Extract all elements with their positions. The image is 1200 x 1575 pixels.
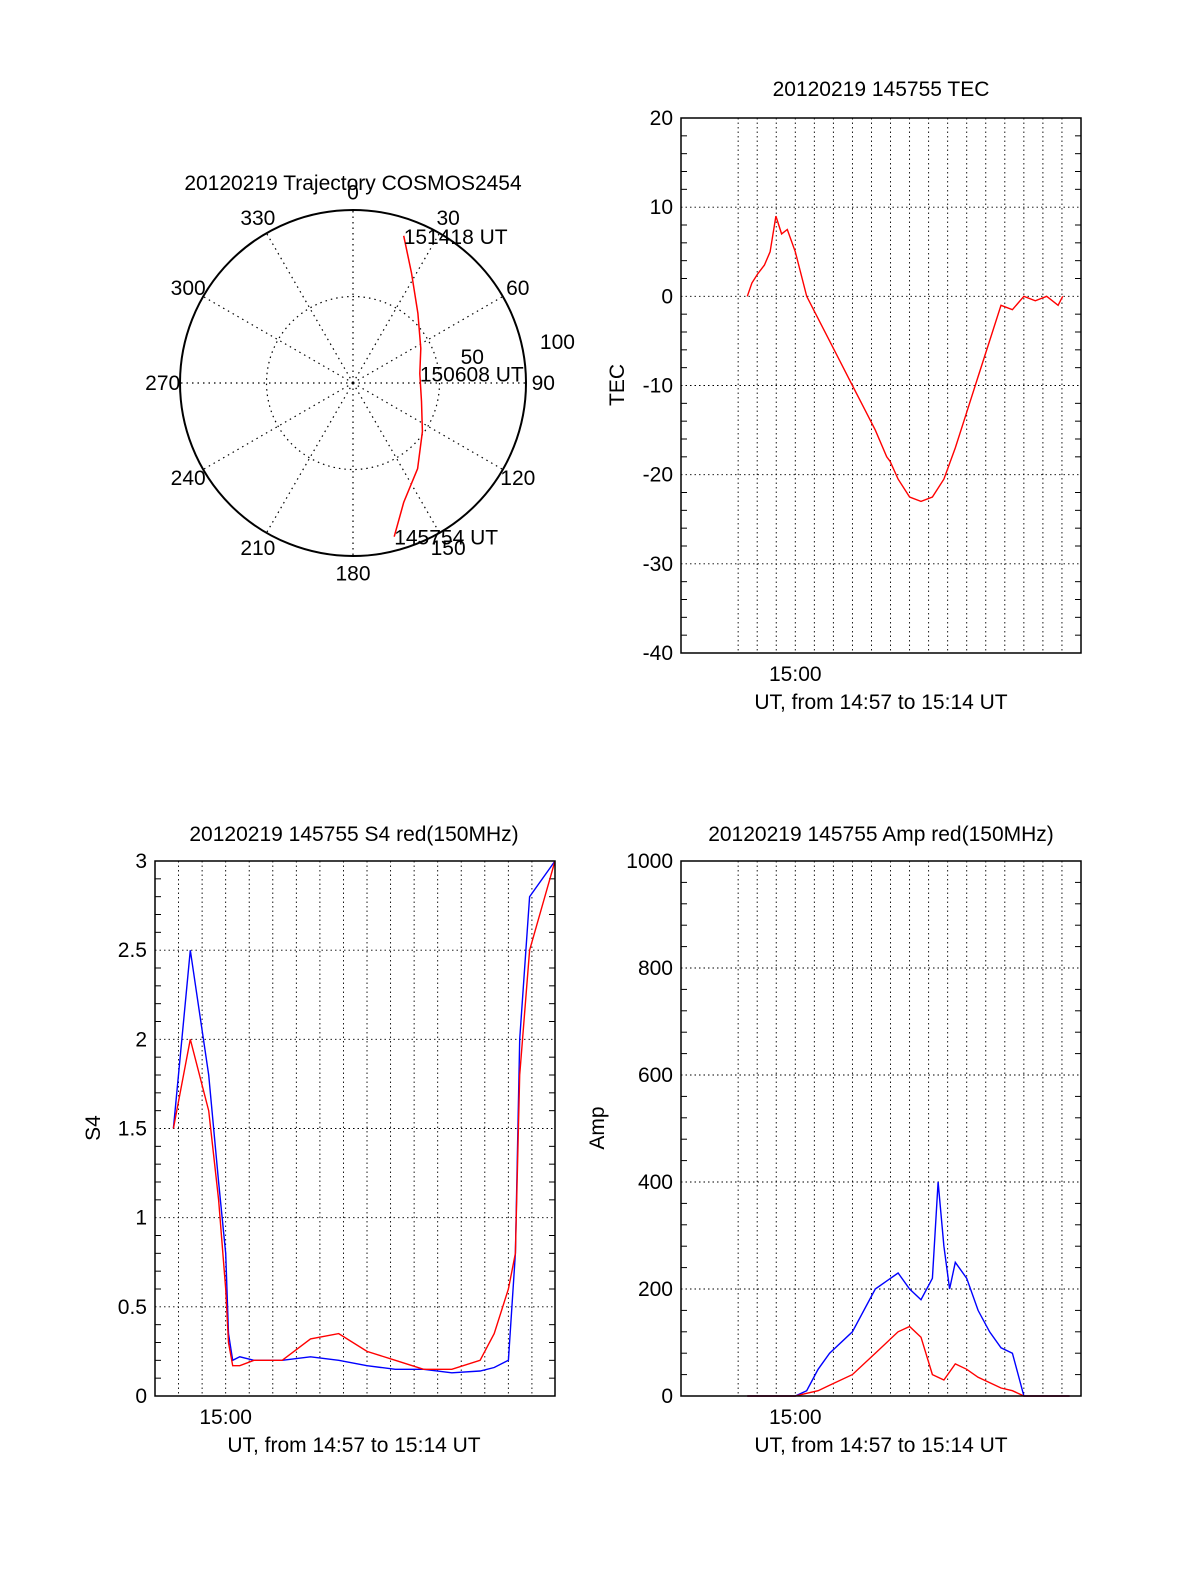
polar-angle-label: 180 [335,562,370,585]
s4-xlabel: UT, from 14:57 to 15:14 UT [227,1434,480,1457]
y-tick-label: 10 [650,196,673,219]
x-tick-label: 15:00 [769,663,822,686]
polar-title: 20120219 Trajectory COSMOS2454 [184,172,522,195]
polar-spoke [202,382,354,471]
amp-title: 20120219 145755 Amp red(150MHz) [708,823,1054,846]
amp-grid [681,860,1082,1397]
s4-series [172,860,556,1374]
y-tick-label: 20 [650,107,673,130]
y-tick-label: 0 [661,285,673,308]
amp-xlabel: UT, from 14:57 to 15:14 UT [754,1434,1007,1457]
polar-grid [180,210,526,556]
amp-ylabel: Amp [586,1106,609,1149]
y-tick-label: 0.5 [118,1296,147,1319]
polar-spoke [265,382,354,534]
polar-spoke [352,295,504,384]
series-line-2 [172,860,556,1370]
y-tick-label: 0 [135,1385,147,1408]
s4-frame [154,860,556,1397]
s4-ylabel: S4 [82,1115,105,1141]
polar-angle-label: 0 [347,182,359,205]
polar-angle-label: 120 [500,467,535,490]
polar-angle-label: 30 [436,207,459,230]
y-tick-label: 200 [638,1278,673,1301]
tec-frame [680,117,1082,654]
polar-spoke [352,382,504,471]
y-tick-label: 1 [135,1207,147,1230]
tec-plot: 20120219 145755 TEC 20 10 0 -10 -20 -30 -40 15:… [606,78,1082,714]
polar-labels: 0 30 60 90 120 150 180 210 240 270 300 330 50 100 [145,182,575,586]
y-tick-label: -40 [643,642,673,665]
s4-title: 20120219 145755 S4 red(150MHz) [189,823,518,846]
polar-angle-label: 240 [171,467,206,490]
polar-angle-label: 300 [171,277,206,300]
polar-radius-label: 50 [461,346,484,369]
x-tick-label: 15:00 [769,1406,822,1429]
tec-xlabel: UT, from 14:57 to 15:14 UT [754,691,1007,714]
y-tick-label: -30 [643,553,673,576]
polar-spoke [352,232,441,384]
y-tick-label: 600 [638,1064,673,1087]
tec-grid [681,117,1082,654]
tec-series [746,215,1064,503]
y-tick-label: 800 [638,957,673,980]
series-line-2 [747,1325,1070,1397]
trajectory-time-label: 150608 UT [420,364,524,387]
y-tick-label: 400 [638,1171,673,1194]
trajectory-annotations: 151418 UT 150608 UT 145754 UT [394,226,524,550]
polar-angle-label: 270 [145,372,180,395]
polar-outer-ring [179,209,527,557]
series-line-1 [172,860,556,1374]
y-tick-label: 1000 [626,850,673,873]
amp-series [747,1181,1070,1397]
s4-grid [154,860,555,1397]
trajectory-time-label: 151418 UT [404,226,508,249]
y-tick-label: 2.5 [118,939,147,962]
amp-ticks: 0 200 400 600 800 1000 15:00 [626,850,1081,1429]
polar-radius-ring [265,295,441,471]
polar-spoke [352,382,441,534]
polar-angle-label: 60 [506,277,529,300]
trajectory-line [393,235,424,537]
polar-trajectory-plot: 20120219 Trajectory COSMOS2454 0 30 60 90 12… [145,172,575,585]
s4-ticks: 0 0.5 1 1.5 2 2.5 3 15:00 [118,850,555,1429]
tec-ylabel: TEC [606,364,629,406]
y-tick-label: -10 [643,375,673,398]
x-tick-label: 15:00 [199,1406,252,1429]
s4-plot: 20120219 145755 S4 red(150MHz) 0 0.5 1 1.5 2… [82,823,556,1457]
y-tick-label: 0 [661,1385,673,1408]
amp-plot: 20120219 145755 Amp red(150MHz) 0 200 400 6… [586,823,1082,1457]
y-tick-label: 1.5 [118,1118,147,1141]
polar-angle-label: 90 [532,372,555,395]
polar-spoke [202,295,354,384]
y-tick-label: -20 [643,464,673,487]
amp-frame [680,860,1082,1397]
series-line-1 [747,1181,1070,1397]
trajectory-time-label: 145754 UT [394,527,498,550]
polar-angle-label: 210 [240,537,275,560]
y-tick-label: 2 [135,1028,147,1051]
polar-angle-label: 330 [240,207,275,230]
polar-angle-label: 150 [431,537,466,560]
y-tick-label: 3 [135,850,147,873]
tec-ticks: 20 10 0 -10 -20 -30 -40 15:00 [643,107,1081,686]
tec-title: 20120219 145755 TEC [773,78,990,101]
polar-radius-label: 100 [540,331,575,354]
series-line-1 [746,215,1064,503]
polar-spoke [265,232,354,384]
